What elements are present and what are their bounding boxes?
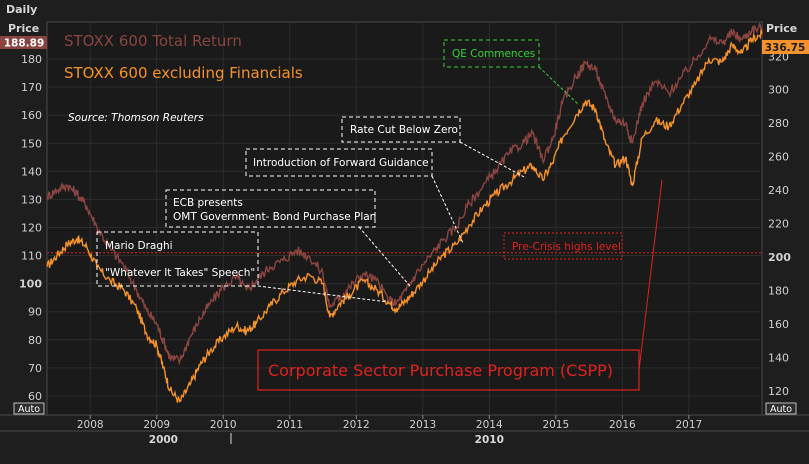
left-last-value-badge — [0, 36, 47, 49]
x-axis-tick-label: 2011 — [276, 419, 303, 431]
right-axis-tick-label: 140 — [768, 351, 789, 364]
left-axis-tick-label: 140 — [21, 165, 42, 178]
source-note: Source: Thomson Reuters — [68, 112, 204, 124]
x-axis-tick-label: 2010 — [210, 419, 237, 431]
left-auto-button[interactable] — [13, 402, 45, 415]
left-axis-tick-label: 80 — [28, 334, 42, 347]
left-axis-tick-label: 110 — [21, 250, 42, 263]
x-axis-tick-label: 2012 — [343, 419, 370, 431]
x-axis-tick-label: 2016 — [609, 419, 636, 431]
x-axis-tick-label: 2014 — [476, 419, 503, 431]
left-axis-tick-label: 120 — [21, 221, 42, 234]
right-last-value-badge — [762, 40, 809, 54]
left-axis-tick-label: 170 — [21, 81, 42, 94]
left-axis-tick-label: 100 — [19, 278, 42, 291]
draghi-label-line2: "Whatever It Takes" Speech" — [105, 267, 255, 279]
left-axis-title: Price — [8, 22, 39, 35]
left-last-value: 188.89 — [4, 38, 45, 50]
right-auto-button[interactable] — [765, 402, 797, 415]
draghi-label-line1: Mario Draghi — [105, 240, 173, 252]
right-axis-tick-label: 200 — [768, 251, 791, 264]
right-axis-tick-label: 240 — [768, 184, 789, 197]
x-axis-tick-label: 2015 — [542, 419, 569, 431]
pre-crisis-label: Pre-Crisis highs level — [512, 241, 621, 253]
right-axis-tick-label: 300 — [768, 84, 789, 97]
series-line-ex-financials — [46, 29, 763, 403]
left-axis-tick-label: 130 — [21, 193, 42, 206]
right-auto-label: Auto — [770, 404, 792, 415]
right-axis-tick-label: 120 — [768, 385, 789, 398]
x-axis-ticks: 2008 2009 2010 2011 2012 2013 2014 2015 2016 2017… — [77, 415, 702, 446]
right-axis-tick-label: 160 — [768, 318, 789, 331]
x-axis-tick-label: 2008 — [77, 419, 104, 431]
qe-label: QE Commences — [452, 48, 535, 60]
forward-guidance-label: Introduction of Forward Guidance — [253, 157, 429, 169]
right-last-value: 336.75 — [765, 42, 806, 54]
rate-cut-label: Rate Cut Below Zero — [350, 124, 458, 136]
annotation-forward-guidance: Introduction of Forward Guidance — [245, 148, 464, 244]
omt-label-line2: OMT Government- Bond Purchase Plan — [173, 211, 376, 223]
left-axis-tick-label: 90 — [28, 306, 42, 319]
right-axis-title: Price — [766, 22, 797, 35]
legend-total-return: STOXX 600 Total Return — [64, 32, 242, 50]
right-axis-tick-label: 220 — [768, 218, 789, 231]
series-line-total-return — [46, 22, 763, 366]
gridlines — [47, 22, 762, 415]
right-axis-tick-label: 260 — [768, 151, 789, 164]
left-axis-ticks: 60 70 80 90 100 110 120 130 140 150 160 170 180 — [19, 53, 42, 403]
cspp-label: Corporate Sector Purchase Program (CSPP) — [268, 361, 613, 380]
omt-label-line1: ECB presents — [173, 197, 243, 209]
left-axis-tick-label: 70 — [28, 362, 42, 375]
right-axis-tick-label: 280 — [768, 117, 789, 130]
legend-ex-financials: STOXX 600 excluding Financials — [64, 64, 303, 82]
left-auto-label: Auto — [18, 404, 40, 415]
x-axis-tick-label: 2009 — [143, 419, 170, 431]
annotation-rate-cut: Rate Cut Below Zero — [341, 116, 527, 179]
left-axis-tick-label: 60 — [28, 390, 42, 403]
annotation-draghi: Mario Draghi "Whatever It Takes" Speech" — [96, 231, 389, 303]
x-axis-tick-label: 2017 — [675, 419, 702, 431]
x-axis-tick-label: 2013 — [409, 419, 436, 431]
left-axis-tick-label: 160 — [21, 109, 42, 122]
period-label: Daily — [6, 3, 37, 16]
annotation-omt: ECB presents OMT Government- Bond Purcha… — [165, 189, 411, 287]
annotation-cspp: Corporate Sector Purchase Program (CSPP) — [257, 179, 663, 391]
left-axis-tick-label: 180 — [21, 53, 42, 66]
left-axis-tick-label: 150 — [21, 137, 42, 150]
right-axis-tick-label: 180 — [768, 284, 789, 297]
annotation-qe: QE Commences — [443, 39, 579, 105]
x-axis-group-label: 2010 — [475, 434, 504, 446]
annotation-pre-crisis: Pre-Crisis highs level — [503, 232, 623, 260]
x-axis-group-label: 2000 — [149, 434, 178, 446]
